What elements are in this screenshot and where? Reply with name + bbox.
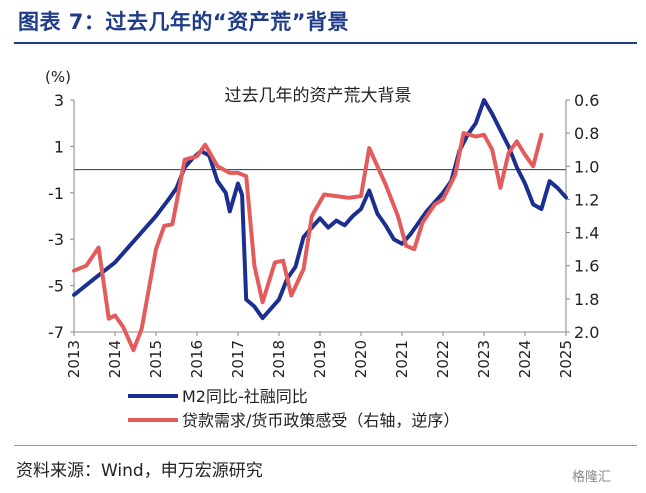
- right-tick-label: 1.8: [574, 290, 599, 309]
- x-tick-label: 2024: [516, 340, 534, 378]
- source-note: 资料来源：Wind，申万宏源研究: [16, 461, 263, 481]
- right-tick-label: 0.6: [574, 91, 599, 110]
- left-tick-label: -1: [48, 184, 64, 203]
- right-tick-label: 1.6: [574, 257, 599, 276]
- x-tick-label: 2018: [270, 340, 288, 378]
- title-divider: [14, 42, 637, 44]
- x-tick-label: 2025: [557, 340, 575, 378]
- right-tick-label: 1.4: [574, 224, 599, 243]
- x-tick-label: 2015: [147, 340, 165, 378]
- right-tick-label: 1.0: [574, 157, 599, 176]
- series-line-loan-demand: [72, 131, 544, 353]
- x-tick-label: 2017: [229, 340, 247, 378]
- left-axis-unit: (%): [45, 68, 71, 86]
- chart-title: 过去几年的资产荒大背景: [225, 86, 412, 106]
- left-tick-label: 1: [54, 137, 64, 156]
- left-tick-label: -7: [48, 323, 64, 342]
- figure-title: 图表 7：过去几年的“资产荒”背景: [18, 10, 350, 34]
- x-tick-label: 2016: [188, 340, 206, 378]
- left-tick-label: -3: [48, 230, 64, 249]
- x-tick-label: 2021: [393, 340, 411, 378]
- x-tick-label: 2013: [65, 340, 83, 378]
- x-tick-label: 2023: [475, 340, 493, 378]
- right-tick-label: 0.8: [574, 124, 599, 143]
- right-tick-label: 2.0: [574, 323, 599, 342]
- x-tick-label: 2022: [434, 340, 452, 378]
- x-tick-label: 2014: [106, 340, 124, 378]
- x-tick-label: 2020: [352, 340, 370, 378]
- left-tick-label: 3: [54, 91, 64, 110]
- right-tick-label: 1.2: [574, 190, 599, 209]
- x-tick-label: 2019: [311, 340, 329, 378]
- watermark: 格隆汇: [572, 470, 612, 485]
- footer-divider: [14, 445, 637, 446]
- legend-label: M2同比-社融同比: [182, 387, 308, 406]
- left-tick-label: -5: [48, 277, 64, 296]
- legend-label: 贷款需求/货币政策感受（右轴，逆序）: [182, 411, 459, 430]
